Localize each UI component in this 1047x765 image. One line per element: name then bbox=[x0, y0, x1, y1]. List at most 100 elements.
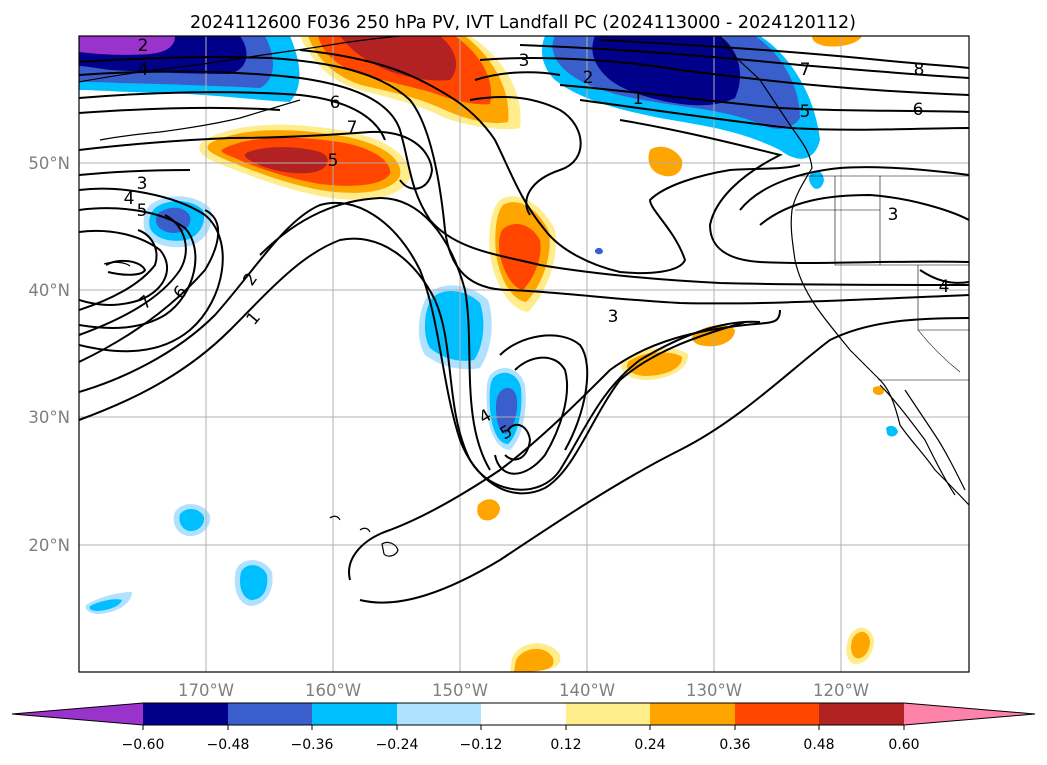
contour-line bbox=[599, 39, 969, 69]
coastline-island bbox=[103, 261, 131, 267]
lat-tick-label: 40°N bbox=[28, 281, 70, 300]
political-borders bbox=[795, 175, 969, 381]
colorbar-segment bbox=[481, 703, 566, 725]
colorbar-tick-label: 0.48 bbox=[803, 737, 834, 753]
contour-line bbox=[359, 317, 969, 604]
pv-anomaly-negative-nw-extreme bbox=[79, 36, 175, 55]
colorbar: −0.60 −0.48 −0.36 −0.24 −0.12 0.12 0.24 … bbox=[11, 702, 1036, 753]
pv-anomaly-positive-small-7 bbox=[812, 36, 862, 47]
contour-line bbox=[579, 99, 969, 131]
contour-label: 2 bbox=[583, 68, 594, 88]
pv-anomaly-positive-small-4 bbox=[477, 499, 500, 521]
colorbar-tick-label: 0.36 bbox=[719, 737, 750, 753]
contour-line bbox=[919, 269, 969, 284]
pv-anomaly-positive-small-2-core bbox=[626, 352, 683, 376]
contour-label: 3 bbox=[519, 51, 530, 71]
colorbar-segment bbox=[819, 703, 904, 725]
lon-tick-label: 130°W bbox=[686, 681, 742, 700]
colorbar-tick-label: −0.48 bbox=[207, 737, 250, 753]
colorbar-segment bbox=[650, 703, 735, 725]
coastline-hawaii-2 bbox=[359, 527, 371, 533]
colorbar-segment bbox=[566, 703, 650, 725]
contour-label: 5 bbox=[137, 201, 148, 221]
pv-anomaly-negative-south-core bbox=[496, 387, 518, 434]
colorbar-segment bbox=[397, 703, 481, 725]
ivt-pc-contours bbox=[79, 39, 969, 604]
colorbar-segment bbox=[143, 703, 228, 725]
colorbar-extend-under bbox=[12, 703, 143, 725]
contour-line bbox=[519, 44, 969, 79]
contour-label: 8 bbox=[914, 60, 925, 80]
pv-anomaly-positive-small-1 bbox=[648, 146, 683, 177]
colorbar-tick-labels: −0.60 −0.48 −0.36 −0.24 −0.12 0.12 0.24 … bbox=[122, 737, 920, 753]
pv-anomaly-negative-small-2-core bbox=[240, 565, 268, 600]
coastline-baja bbox=[879, 384, 956, 496]
contour-line bbox=[299, 49, 801, 275]
colorbar-tick-label: −0.12 bbox=[460, 737, 503, 753]
coastline-hawaii-3 bbox=[329, 515, 341, 521]
contour-label: 3 bbox=[137, 174, 148, 194]
contour-line bbox=[619, 119, 969, 264]
contour-line bbox=[79, 106, 281, 114]
lat-tick-label: 50°N bbox=[28, 154, 70, 173]
contour-line bbox=[469, 96, 582, 216]
colorbar-extend-over bbox=[904, 703, 1035, 725]
state-line bbox=[917, 329, 961, 373]
contour-line bbox=[105, 259, 147, 276]
pv-anomaly-negative-small-1-core bbox=[179, 508, 205, 532]
pv-anomaly-negative-small-6 bbox=[595, 247, 603, 255]
contour-line bbox=[79, 229, 169, 306]
map-panel: 2 4 6 7 3 2 7 8 6 5 1 5 3 4 5 6 7 2 1 3 … bbox=[78, 35, 970, 673]
contour-line bbox=[759, 193, 969, 226]
contour-line bbox=[348, 309, 781, 581]
colorbar-tick-label: 0.12 bbox=[550, 737, 581, 753]
contour-label: 4 bbox=[124, 189, 135, 209]
contour-line bbox=[499, 334, 589, 451]
pv-anomaly-negative-small-4 bbox=[808, 170, 824, 189]
contour-line bbox=[79, 201, 746, 495]
pv-anomaly-positive-small-5-core bbox=[514, 648, 554, 672]
lon-tick-label: 150°W bbox=[432, 681, 488, 700]
pv-anomaly-positive-small-6-core bbox=[851, 631, 870, 659]
colorbar-segment bbox=[228, 703, 312, 725]
map-frame bbox=[78, 35, 970, 673]
colorbar-tick-label: −0.60 bbox=[122, 737, 165, 753]
colorbar-segment bbox=[312, 703, 397, 725]
longitude-tick-labels: 170°W 160°W 150°W 140°W 130°W 120°W bbox=[178, 681, 869, 700]
contour-line bbox=[79, 209, 220, 363]
coastline-hawaii-1 bbox=[381, 541, 399, 557]
contour-line bbox=[79, 169, 191, 176]
coastline-alaska bbox=[79, 36, 401, 83]
contour-label: 5 bbox=[328, 151, 339, 171]
contour-line bbox=[79, 237, 761, 491]
coastlines bbox=[79, 36, 969, 557]
contour-line bbox=[474, 71, 561, 81]
pv-anomaly-positive-center-core bbox=[498, 224, 541, 290]
contour-label: 1 bbox=[633, 89, 644, 109]
contour-label: 5 bbox=[800, 102, 811, 122]
contour-label: 3 bbox=[888, 205, 899, 225]
pv-anomaly-negative-ne-core bbox=[592, 36, 740, 106]
contour-line bbox=[79, 229, 158, 311]
contour-line bbox=[79, 130, 434, 190]
figure-title: 2024112600 F036 250 hPa PV, IVT Landfall… bbox=[190, 13, 856, 33]
pv-anomaly-negative-small-3-core bbox=[89, 599, 122, 611]
contour-line bbox=[79, 56, 969, 305]
contour-label: 6 bbox=[913, 100, 924, 120]
contour-label: 6 bbox=[330, 93, 341, 113]
contour-line bbox=[259, 196, 491, 471]
contour-line bbox=[494, 356, 569, 475]
colorbar-tick-label: −0.24 bbox=[376, 737, 419, 753]
pv-anomaly-positive-small-8 bbox=[873, 386, 884, 395]
contour-label: 3 bbox=[608, 307, 619, 327]
contour-line bbox=[79, 91, 386, 141]
lat-tick-label: 30°N bbox=[28, 408, 70, 427]
contour-label: 2 bbox=[138, 36, 149, 56]
pv-anomaly-negative-center-mid bbox=[424, 290, 484, 361]
contour-label: 4 bbox=[939, 277, 950, 297]
pv-anomaly-positive-band-peak bbox=[244, 147, 328, 174]
pv-anomaly-negative-small-5 bbox=[886, 425, 898, 437]
contour-label: 7 bbox=[347, 118, 358, 138]
latitude-tick-labels: 50°N 40°N 30°N 20°N bbox=[28, 154, 70, 555]
